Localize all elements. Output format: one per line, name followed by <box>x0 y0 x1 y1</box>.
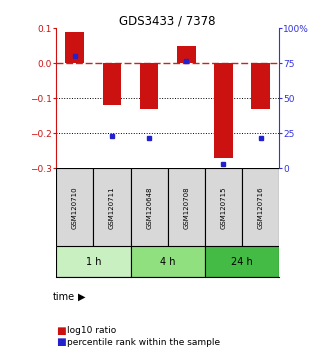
Bar <box>56 246 131 277</box>
Bar <box>214 63 233 158</box>
Bar <box>177 46 195 63</box>
Bar <box>168 169 205 246</box>
Text: ■: ■ <box>56 337 66 347</box>
Text: ▶: ▶ <box>78 292 85 302</box>
Text: GSM120648: GSM120648 <box>146 186 152 229</box>
Text: GSM120708: GSM120708 <box>183 186 189 229</box>
Bar <box>56 169 93 246</box>
Text: ■: ■ <box>56 326 66 336</box>
Text: 1 h: 1 h <box>86 257 101 267</box>
Text: GSM120716: GSM120716 <box>258 186 264 229</box>
Text: GSM120715: GSM120715 <box>221 186 227 229</box>
Text: time: time <box>53 292 75 302</box>
Text: 24 h: 24 h <box>231 257 253 267</box>
Bar <box>205 169 242 246</box>
Bar <box>103 63 121 105</box>
Bar <box>205 246 279 277</box>
Text: log10 ratio: log10 ratio <box>67 326 117 336</box>
Bar <box>242 169 279 246</box>
Text: 4 h: 4 h <box>160 257 176 267</box>
Bar <box>65 32 84 63</box>
Text: GSM120710: GSM120710 <box>72 186 78 229</box>
Text: percentile rank within the sample: percentile rank within the sample <box>67 338 221 347</box>
Bar <box>131 246 205 277</box>
Bar <box>131 169 168 246</box>
Bar <box>140 63 159 109</box>
Bar <box>93 169 131 246</box>
Text: GSM120711: GSM120711 <box>109 186 115 229</box>
Title: GDS3433 / 7378: GDS3433 / 7378 <box>119 14 216 27</box>
Bar <box>251 63 270 109</box>
